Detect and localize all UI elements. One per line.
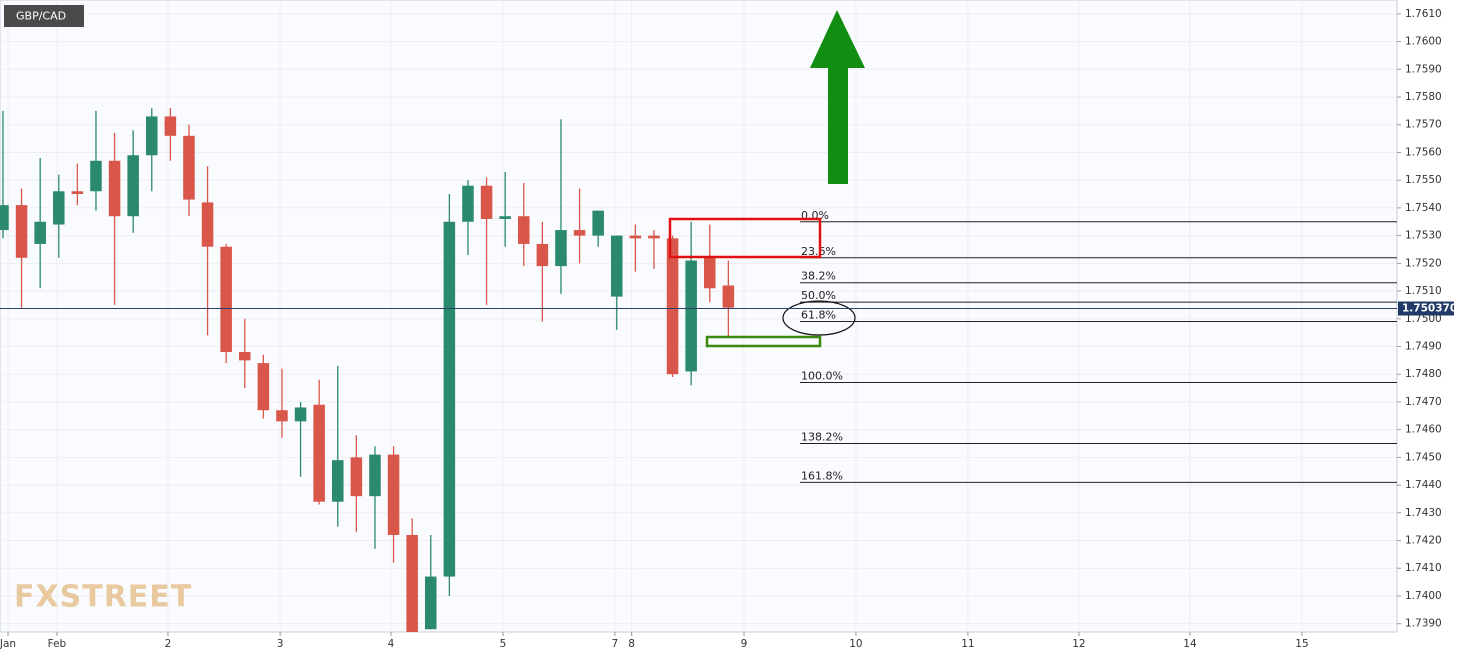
candle-body bbox=[53, 191, 65, 225]
fibonacci: 0.0%23.6%38.2%50.0%61.8%100.0%138.2%161.… bbox=[800, 209, 1397, 483]
y-tick-label: 1.7440 bbox=[1405, 479, 1442, 491]
y-tick-label: 1.7390 bbox=[1405, 618, 1442, 630]
fib-label: 38.2% bbox=[801, 270, 836, 283]
x-tick-label: 5 bbox=[500, 638, 507, 650]
y-tick-label: 1.7400 bbox=[1405, 590, 1442, 602]
candle-body bbox=[666, 238, 679, 375]
candle-body bbox=[573, 230, 586, 236]
y-tick-label: 1.7540 bbox=[1405, 202, 1442, 214]
candle-body bbox=[685, 260, 697, 372]
candle-body bbox=[610, 235, 623, 297]
y-tick-label: 1.7470 bbox=[1405, 396, 1442, 408]
candle-body bbox=[703, 257, 716, 289]
candle-body bbox=[648, 235, 660, 239]
candle-body bbox=[183, 135, 195, 200]
y-tick-label: 1.7590 bbox=[1405, 63, 1442, 75]
candle-body bbox=[108, 160, 121, 217]
axes: 1.7390 1.7400 1.7410 1.7420 1.7430 1.7440 1.74… bbox=[0, 8, 1457, 650]
fib-label: 100.0% bbox=[801, 370, 843, 383]
candle-body bbox=[499, 216, 511, 219]
y-tick-label: 1.7410 bbox=[1405, 562, 1442, 574]
fib-label: 138.2% bbox=[801, 431, 843, 444]
x-tick-label: 14 bbox=[1183, 638, 1197, 650]
candle-body bbox=[387, 454, 400, 535]
x-tick-label: 9 bbox=[741, 638, 748, 650]
candle-body bbox=[257, 363, 270, 411]
y-tick-label: 1.7610 bbox=[1405, 8, 1442, 20]
plot-area bbox=[0, 0, 1398, 633]
candle-body bbox=[480, 185, 493, 219]
fib-label: 61.8% bbox=[801, 309, 836, 322]
y-tick-label: 1.7420 bbox=[1405, 535, 1442, 547]
x-tick-label: 15 bbox=[1295, 638, 1308, 650]
symbol: GBP/CAD bbox=[16, 10, 66, 23]
candle-body bbox=[294, 407, 307, 422]
fib-label: 23.6% bbox=[801, 245, 836, 258]
candle-body bbox=[331, 460, 344, 502]
candle-body bbox=[313, 404, 325, 502]
candle-body bbox=[592, 210, 604, 236]
y-tick-label: 1.7600 bbox=[1405, 36, 1442, 48]
last-price-badge bbox=[1398, 301, 1454, 316]
y-tick-label: 1.7500 bbox=[1405, 313, 1442, 325]
candle-body bbox=[220, 246, 232, 353]
candle-body bbox=[0, 205, 9, 231]
candle-body bbox=[90, 160, 102, 192]
fib-highlight bbox=[782, 300, 856, 336]
x-tick-label: Feb bbox=[48, 638, 67, 650]
watermark: FXSTREET bbox=[14, 580, 192, 615]
x-tick-label: 10 bbox=[849, 638, 862, 650]
candle-body bbox=[722, 285, 735, 308]
candle-body bbox=[629, 235, 642, 239]
y-tick-label: 1.7570 bbox=[1405, 119, 1442, 131]
candle-body bbox=[276, 410, 288, 422]
candle-body bbox=[462, 185, 474, 222]
y-tick-label: 1.7580 bbox=[1405, 91, 1442, 103]
candle-body bbox=[406, 534, 418, 632]
fib-label: 50.0% bbox=[801, 289, 836, 302]
fib-label: 161.8% bbox=[801, 469, 843, 482]
up-arrow bbox=[810, 10, 865, 184]
grid bbox=[0, 0, 1397, 632]
candle-body bbox=[369, 454, 381, 497]
y-tick-label: 1.7460 bbox=[1405, 424, 1442, 436]
candle-body bbox=[164, 116, 177, 136]
candle-body bbox=[15, 205, 28, 258]
resistance-box bbox=[668, 217, 822, 259]
y-tick-label: 1.7530 bbox=[1405, 230, 1442, 242]
x-tick-label: 3 bbox=[277, 638, 284, 650]
y-tick-label: 1.7430 bbox=[1405, 507, 1442, 519]
last-price-label: 1.750370 bbox=[1402, 303, 1457, 315]
candle-body bbox=[239, 352, 251, 361]
y-tick-label: 1.7490 bbox=[1405, 340, 1442, 352]
x-tick-label: Jan bbox=[0, 638, 16, 650]
candle-body bbox=[443, 221, 456, 577]
y-tick-label: 1.7510 bbox=[1405, 285, 1442, 297]
y-tick-label: 1.7450 bbox=[1405, 451, 1442, 463]
y-tick-label: 1.7480 bbox=[1405, 368, 1442, 380]
x-tick-label: 12 bbox=[1072, 638, 1085, 650]
x-tick-label: 7 bbox=[612, 638, 619, 650]
y-tick-label: 1.7550 bbox=[1405, 174, 1442, 186]
candle-body bbox=[536, 243, 549, 267]
candle-body bbox=[71, 191, 84, 195]
x-tick-label: 8 bbox=[628, 638, 635, 650]
candle-body bbox=[34, 221, 46, 244]
support-box bbox=[705, 335, 822, 348]
candle-body bbox=[127, 155, 139, 217]
x-tick-label: 4 bbox=[388, 638, 395, 650]
candles bbox=[0, 108, 735, 632]
candle-body bbox=[517, 216, 530, 244]
candle-body bbox=[424, 576, 437, 630]
candle-body bbox=[350, 457, 363, 497]
x-tick-label: 11 bbox=[961, 638, 974, 650]
x-tick-label: 2 bbox=[165, 638, 172, 650]
candle-body bbox=[146, 116, 158, 156]
y-tick-label: 1.7520 bbox=[1405, 257, 1442, 269]
candle-body bbox=[555, 230, 567, 267]
candle-body bbox=[201, 202, 214, 247]
symbol-badge bbox=[4, 5, 84, 27]
y-tick-label: 1.7560 bbox=[1405, 146, 1442, 158]
